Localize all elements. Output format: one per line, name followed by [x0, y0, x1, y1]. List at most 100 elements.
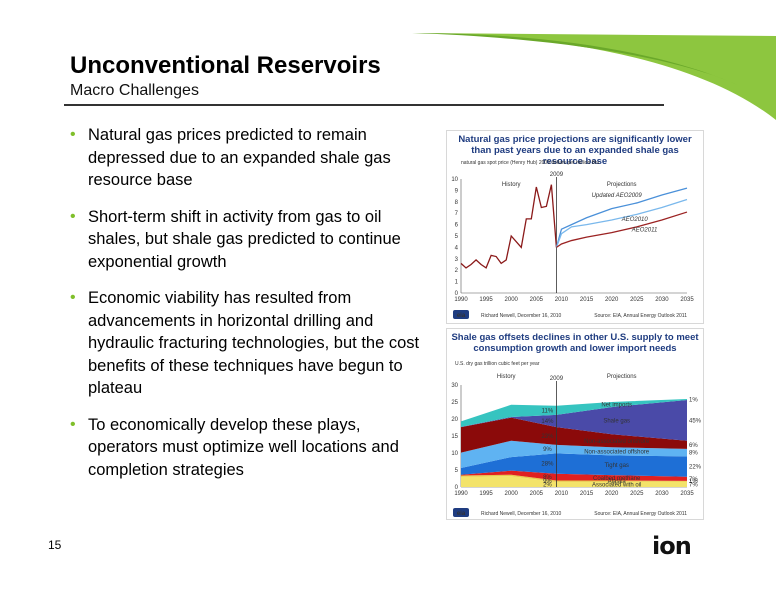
- bullet-list: • Natural gas prices predicted to remain …: [68, 124, 430, 495]
- price-x-tick-label: 2000: [505, 297, 519, 303]
- price-chart: natural gas spot price (Henry Hub) 2009 …: [451, 160, 694, 319]
- supply-area-band: [461, 399, 687, 441]
- bullet-dot-icon: •: [70, 126, 76, 143]
- supply-divider-label: 2009: [550, 376, 564, 382]
- supply-share-2009: 9%: [543, 447, 552, 453]
- price-y-tick-label: 0: [455, 291, 459, 297]
- price-x-tick-label: 2035: [680, 297, 694, 303]
- price-projections-label: Projections: [607, 182, 637, 188]
- price-y-tick-label: 6: [455, 223, 459, 229]
- price-series-line: [555, 198, 688, 248]
- supply-area-band: [461, 398, 687, 427]
- supply-y-tick-label: 10: [451, 451, 458, 457]
- bullet-item: • Natural gas prices predicted to remain …: [70, 126, 391, 189]
- price-y-tick-label: 3: [455, 257, 459, 263]
- supply-chart-title: Shale gas offsets declines in other U.S.…: [451, 332, 699, 354]
- price-y-tick-label: 1: [455, 280, 459, 286]
- supply-chart-panel: Shale gas offsets declines in other U.S.…: [446, 328, 704, 520]
- supply-x-tick-label: 2025: [630, 491, 644, 497]
- price-x-tick-label: 1990: [454, 297, 468, 303]
- price-series-line: [555, 187, 688, 248]
- supply-x-tick-label: 2035: [680, 491, 694, 497]
- price-x-tick-label: 2010: [555, 297, 569, 303]
- price-y-tick-label: 4: [455, 245, 459, 251]
- supply-share-2035: 7%: [689, 477, 698, 483]
- bullet-item: • Economic viability has resulted from ad…: [70, 289, 420, 397]
- title-divider: [64, 104, 664, 106]
- supply-source-left: Richard Newell, December 16, 2010: [481, 511, 562, 517]
- supply-projections-label: Projections: [607, 374, 637, 380]
- price-source-left: Richard Newell, December 16, 2010: [481, 313, 562, 319]
- supply-band-label: Alaska: [608, 479, 627, 485]
- supply-y-tick-label: 20: [451, 417, 458, 423]
- supply-area-band: [461, 476, 687, 487]
- supply-share-2009: 28%: [541, 462, 554, 468]
- supply-area-band: [461, 453, 687, 477]
- supply-share-2035: 1%: [689, 397, 698, 403]
- slide-title: Unconventional Reservoirs: [70, 52, 381, 79]
- supply-x-tick-label: 2015: [580, 491, 594, 497]
- supply-share-2035: 8%: [689, 451, 698, 457]
- header-swoosh: [412, 33, 776, 120]
- price-series-label: Updated AEO2009: [592, 193, 643, 199]
- price-divider-label: 2009: [550, 172, 564, 178]
- supply-area-band: [461, 474, 687, 482]
- price-x-tick-label: 2025: [630, 297, 644, 303]
- bullet-dot-icon: •: [70, 415, 76, 433]
- supply-share-2035: 22%: [689, 465, 702, 471]
- supply-x-tick-label: 2030: [655, 491, 669, 497]
- supply-band-label: Shale gas: [603, 419, 630, 425]
- supply-chart: U.S. dry gas trillion cubic feet per yea…: [451, 361, 702, 517]
- price-x-tick-label: 2015: [580, 297, 594, 303]
- eia-logo-badge: [453, 310, 469, 319]
- bullet-dot-icon: •: [70, 207, 76, 225]
- supply-share-2035: 6%: [689, 443, 698, 449]
- price-x-tick-label: 2020: [605, 297, 619, 303]
- supply-source-right: Source: EIA, Annual Energy Outlook 2011: [594, 511, 687, 517]
- supply-x-tick-label: 2020: [605, 491, 619, 497]
- price-y-tick-label: 2: [455, 268, 459, 274]
- price-y-tick-label: 5: [455, 234, 459, 240]
- supply-y-tick-label: 0: [455, 485, 459, 491]
- price-y-tick-label: 7: [455, 211, 459, 217]
- price-chart-title: Natural gas price projections are signif…: [458, 134, 692, 167]
- supply-share-2009: 11%: [542, 408, 554, 414]
- bullet-item: • To economically develop these plays, op…: [70, 415, 399, 479]
- price-series-label: AEO2010: [621, 217, 649, 223]
- eia-logo-text: eia: [457, 313, 466, 319]
- supply-share-2035: 7%: [689, 482, 698, 488]
- supply-share-2009: 2%: [543, 482, 552, 488]
- supply-x-tick-label: 2005: [530, 491, 544, 497]
- supply-share-2035: 1%: [689, 479, 698, 485]
- page-number: 15: [48, 538, 62, 552]
- supply-history-label: History: [497, 374, 516, 380]
- supply-share-2035: 45%: [689, 418, 702, 424]
- supply-band-label: Net imports: [601, 403, 632, 409]
- bullet-item: • Short-term shift in activity from gas t…: [70, 207, 401, 271]
- price-y-tick-label: 8: [455, 200, 459, 206]
- price-series-line: [460, 184, 558, 269]
- price-x-tick-label: 2005: [530, 297, 544, 303]
- supply-x-tick-label: 2000: [505, 491, 519, 497]
- supply-x-tick-label: 2010: [555, 491, 569, 497]
- supply-area-band: [461, 417, 687, 453]
- supply-band-label: Non-associated offshore: [584, 449, 650, 455]
- price-source-right: Source: EIA, Annual Energy Outlook 2011: [594, 313, 687, 319]
- price-series-label: AEO2011: [631, 227, 658, 233]
- supply-y-tick-label: 30: [451, 383, 458, 389]
- supply-x-tick-label: 1995: [479, 491, 493, 497]
- supply-band-label: Coalbed methane: [593, 476, 641, 482]
- supply-band-label: Associated with oil: [592, 482, 641, 488]
- supply-area-band: [461, 470, 687, 481]
- price-y-tick-label: 9: [455, 188, 459, 194]
- supply-x-tick-label: 1990: [454, 491, 468, 497]
- supply-y-tick-label: 5: [455, 468, 459, 474]
- supply-y-tick-label: 15: [451, 434, 458, 440]
- supply-band-label: Non-associated onshore: [584, 439, 650, 445]
- price-x-tick-label: 2030: [655, 297, 669, 303]
- supply-ylabel: U.S. dry gas trillion cubic feet per yea…: [455, 361, 540, 367]
- eia-logo-text: eia: [457, 511, 466, 517]
- supply-share-2009: 23%: [541, 434, 554, 440]
- price-x-tick-label: 1995: [479, 297, 493, 303]
- supply-share-2009: 9%: [543, 479, 552, 485]
